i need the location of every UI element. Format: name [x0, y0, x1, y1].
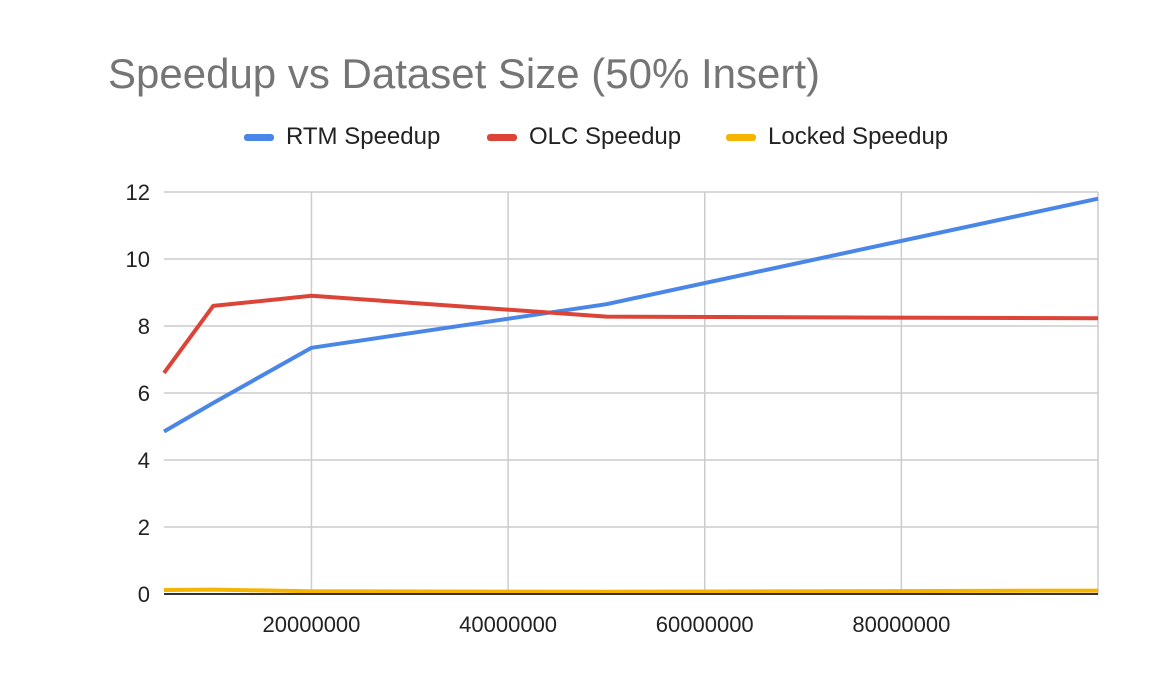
- y-tick-label: 8: [138, 314, 150, 339]
- x-tick-label: 80000000: [852, 612, 950, 637]
- legend-label-rtm: RTM Speedup: [286, 123, 441, 150]
- x-tick-label: 40000000: [459, 612, 557, 637]
- series-line-locked: [163, 587, 1099, 594]
- series-line-olc: [162, 293, 1099, 375]
- legend-item-locked: Locked Speedup: [726, 122, 948, 152]
- series-line-rtm: [162, 196, 1099, 434]
- y-tick-label: 6: [138, 381, 150, 406]
- chart-title: Speedup vs Dataset Size (50% Insert): [108, 50, 821, 97]
- legend-swatch-rtm: [244, 133, 274, 141]
- y-tick-label: 12: [126, 180, 150, 205]
- legend-label-locked: Locked Speedup: [768, 123, 949, 150]
- legend-item-rtm: RTM Speedup: [244, 122, 440, 152]
- x-tick-label: 60000000: [656, 612, 754, 637]
- legend: RTM Speedup OLC Speedup Locked Speedup: [0, 122, 1156, 152]
- legend-item-olc: OLC Speedup: [487, 122, 681, 152]
- legend-swatch-olc: [487, 133, 517, 141]
- legend-label-olc: OLC Speedup: [529, 123, 682, 150]
- x-tick-label: 20000000: [263, 612, 361, 637]
- y-tick-label: 10: [126, 247, 150, 272]
- legend-swatch-locked: [726, 133, 756, 141]
- y-tick-label: 0: [138, 582, 150, 607]
- y-tick-label: 2: [138, 515, 150, 540]
- y-tick-label: 4: [138, 448, 150, 473]
